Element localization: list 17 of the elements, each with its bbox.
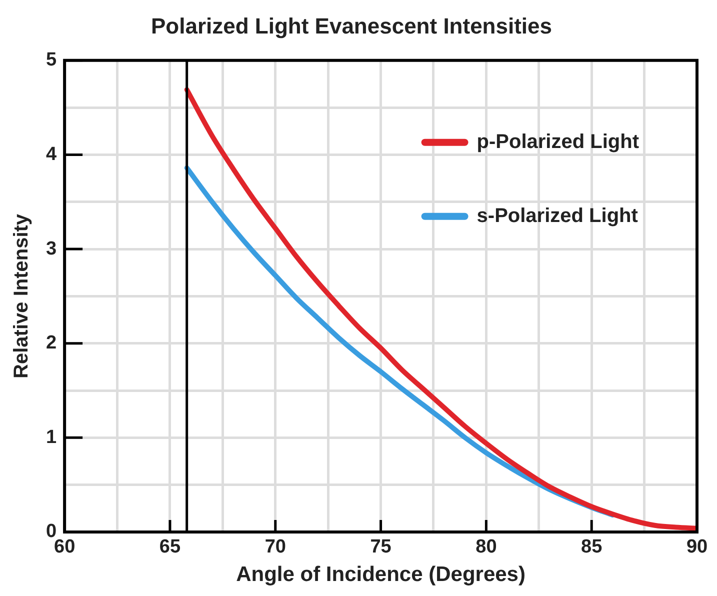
y-tick-label: 4: [46, 144, 57, 165]
y-tick-label: 1: [46, 426, 57, 448]
x-tick-label: 60: [54, 536, 76, 558]
y-tick-label: 5: [46, 50, 57, 71]
x-axis-title: Angle of Incidence (Degrees): [236, 563, 526, 586]
x-tick-label: 70: [264, 536, 286, 558]
y-tick-label: 3: [46, 238, 57, 260]
y-tick-label: 2: [46, 332, 57, 354]
chart-title: Polarized Light Evanescent Intensities: [151, 13, 552, 38]
y-axis-title: Relative Intensity: [10, 213, 33, 378]
x-tick-label: 65: [159, 536, 181, 558]
legend-label: p-Polarized Light: [476, 130, 640, 153]
x-tick-label: 90: [686, 536, 708, 558]
x-tick-label: 75: [370, 536, 392, 558]
legend-label: s-Polarized Light: [476, 204, 638, 227]
x-tick-label: 80: [476, 536, 497, 558]
x-tick-label: 85: [581, 536, 603, 558]
